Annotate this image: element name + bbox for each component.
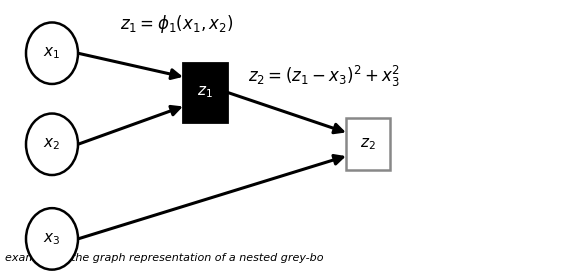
Text: $z_1 = \phi_1(x_1, x_2)$: $z_1 = \phi_1(x_1, x_2)$ [120,13,234,35]
Text: $z_1$: $z_1$ [197,84,213,100]
Circle shape [26,113,78,175]
Text: $z_2 = (z_1 - x_3)^2 + x_3^2$: $z_2 = (z_1 - x_3)^2 + x_3^2$ [248,64,400,89]
Circle shape [26,208,78,270]
FancyBboxPatch shape [346,118,390,170]
Text: $z_2$: $z_2$ [360,137,376,152]
FancyBboxPatch shape [183,63,227,122]
Text: example of the graph representation of a nested grey-bo: example of the graph representation of a… [5,252,323,262]
Circle shape [26,23,78,84]
Text: $x_3$: $x_3$ [43,231,60,247]
Text: $x_1$: $x_1$ [43,45,60,61]
Text: $x_2$: $x_2$ [43,137,60,152]
